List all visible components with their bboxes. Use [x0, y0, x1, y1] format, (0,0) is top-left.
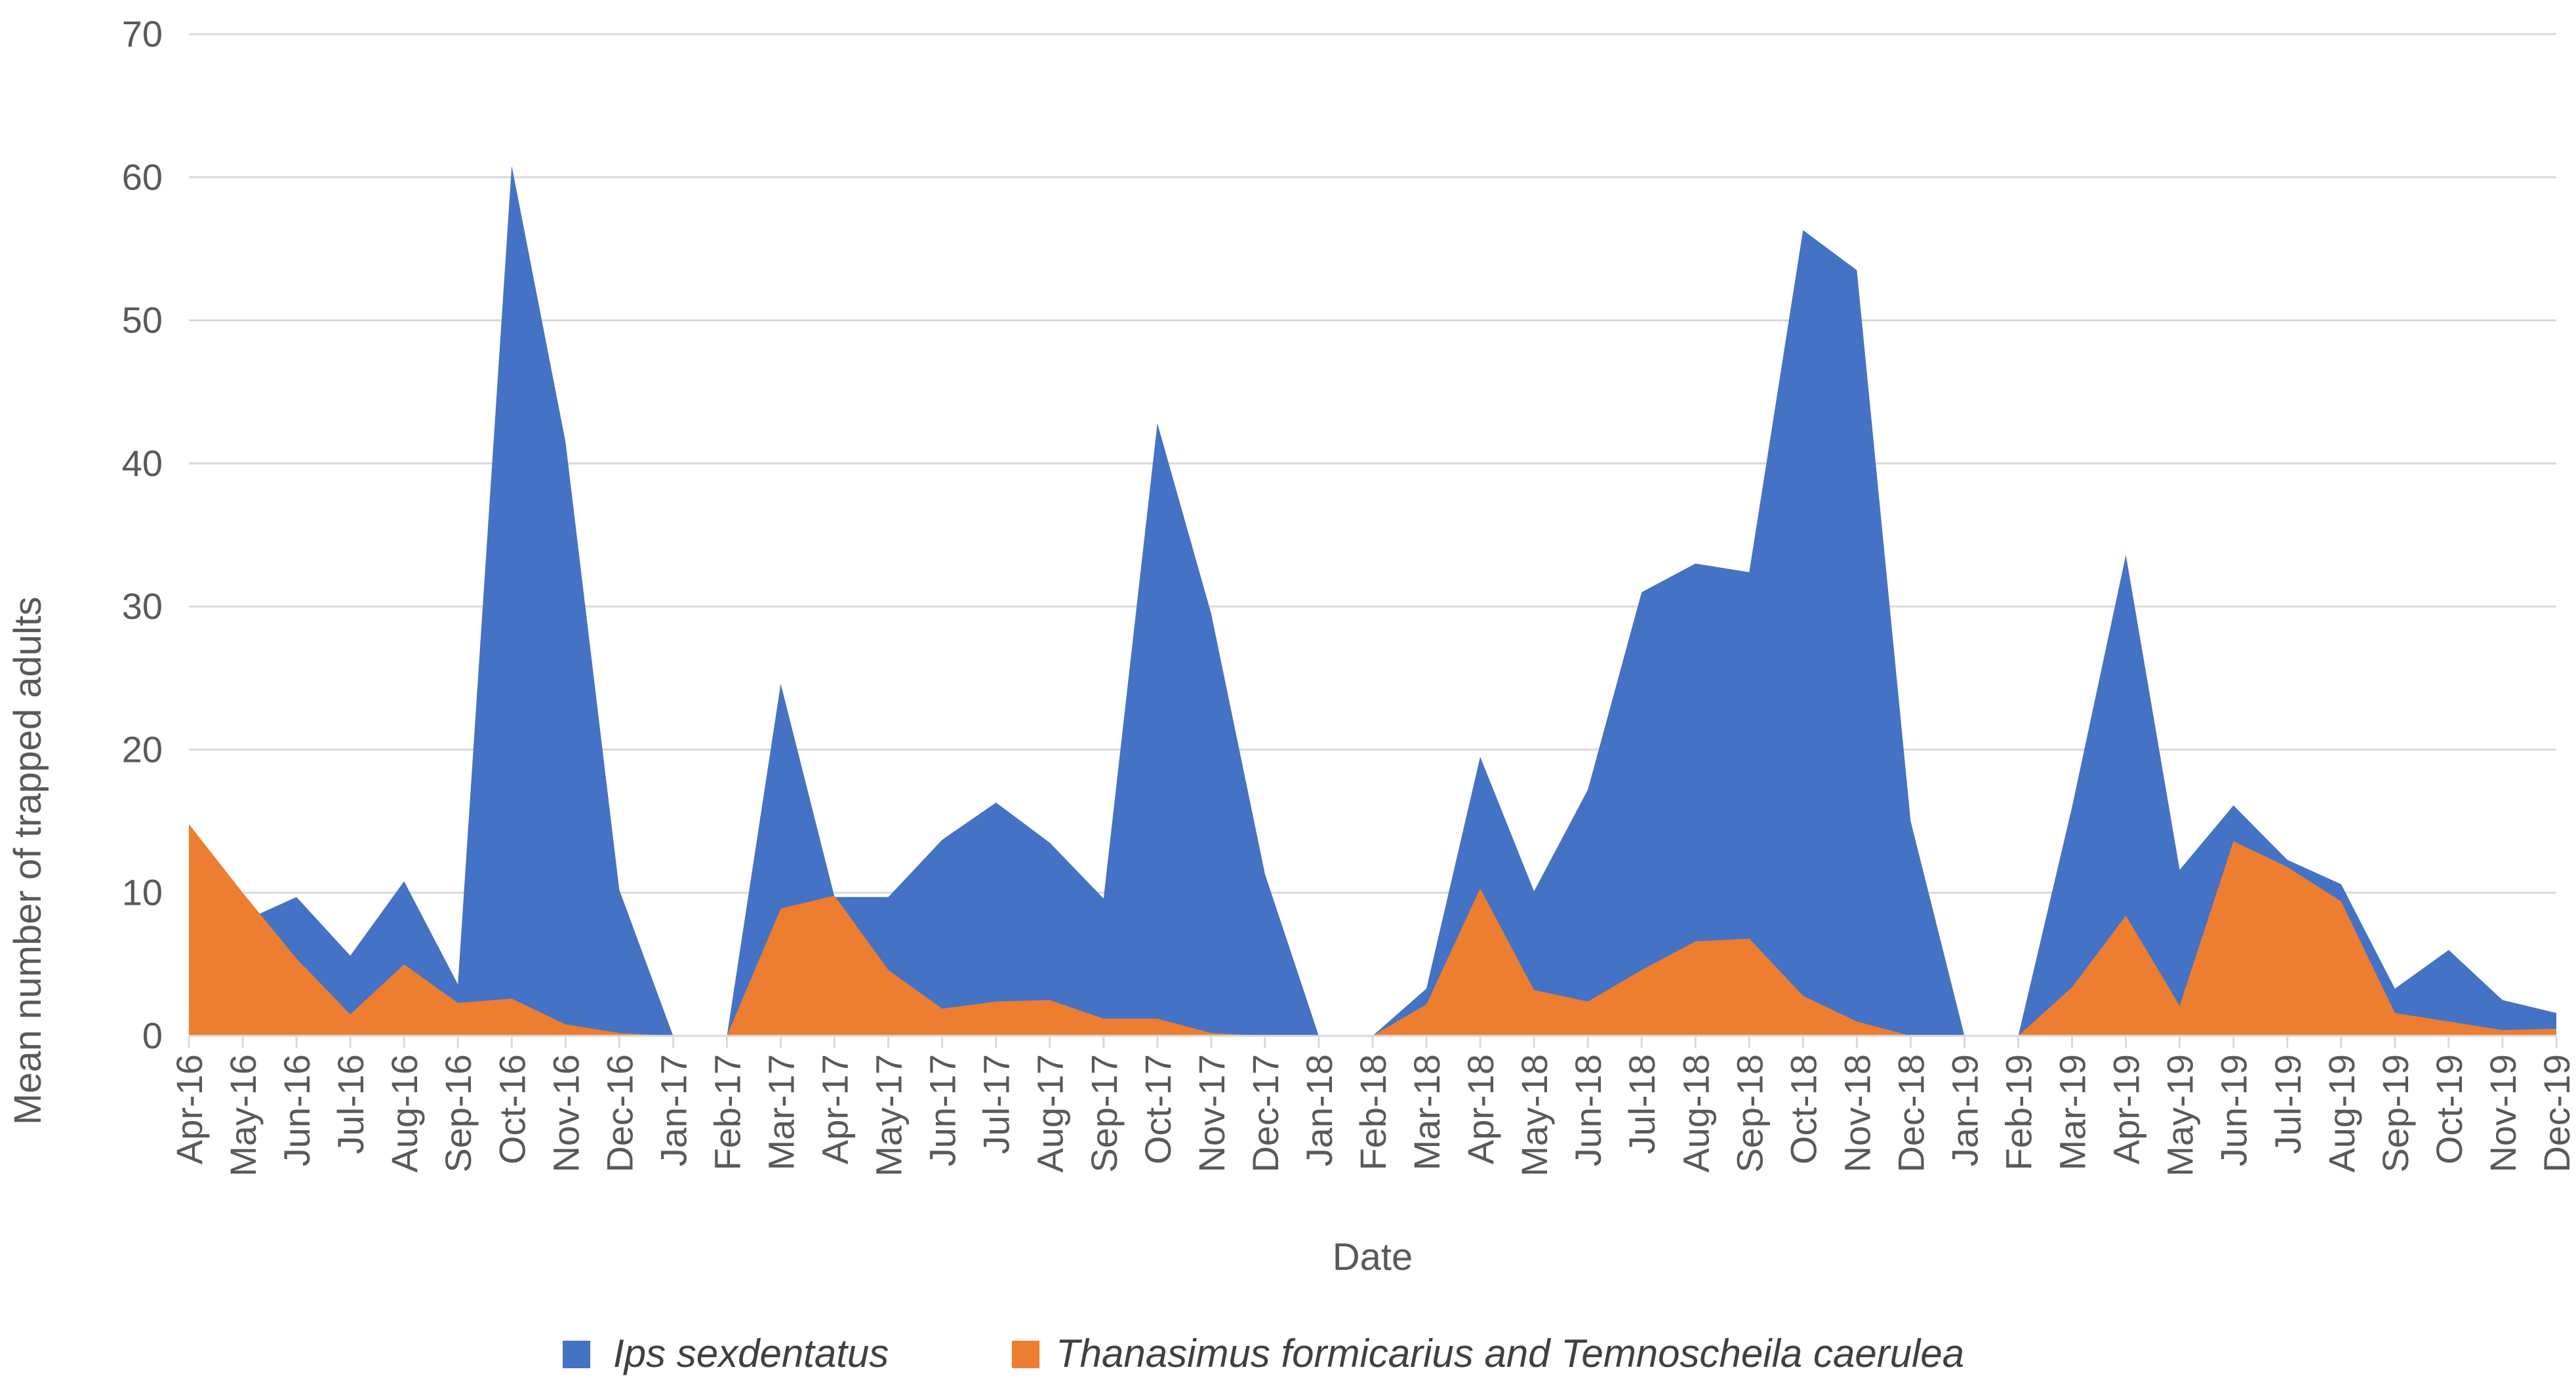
y-tick-label: 30: [122, 585, 163, 627]
y-tick-label: 20: [122, 728, 163, 770]
x-tick-label: Nov-19: [2482, 1054, 2524, 1173]
areas: [189, 165, 2557, 1036]
y-axis: 0 10 20 30 40 50 60 70: [122, 13, 163, 1056]
legend-label-thanasimus: Thanasimus formicarius and Temnoscheila …: [1056, 1332, 1964, 1375]
x-tick-label: Nov-17: [1191, 1054, 1232, 1173]
y-tick-label: 10: [122, 872, 163, 913]
x-axis: Apr-16 May-16 Jun-16 Jul-16 Aug-16 Sep-16 Oct-…: [169, 1036, 2576, 1177]
x-tick-label: Oct-19: [2428, 1054, 2470, 1164]
x-tick-label: Sep-19: [2375, 1054, 2416, 1173]
x-tick-label: Jan-18: [1298, 1054, 1340, 1166]
legend-label-ips-sexdentatus: Ips sexdentatus: [613, 1332, 889, 1375]
x-tick-label: Dec-16: [599, 1054, 640, 1173]
y-tick-label: 60: [122, 156, 163, 197]
x-tick-label: Jul-18: [1621, 1054, 1662, 1155]
legend: Ips sexdentatus Thanasimus formicarius a…: [563, 1332, 1964, 1375]
x-tick-label: Oct-17: [1137, 1054, 1178, 1164]
x-tick-label: Feb-19: [1998, 1054, 2040, 1170]
x-tick-label: Aug-19: [2321, 1054, 2362, 1173]
x-tick-label: May-17: [868, 1054, 910, 1177]
x-tick-label: Jun-18: [1567, 1054, 1609, 1166]
x-tick-label: Dec-19: [2536, 1054, 2576, 1173]
y-tick-label: 40: [122, 443, 163, 484]
x-tick-label: May-18: [1514, 1054, 1555, 1177]
x-tick-label: Aug-16: [384, 1054, 425, 1173]
x-tick-label: Jul-16: [330, 1054, 371, 1155]
x-tick-label: Oct-18: [1782, 1054, 1824, 1164]
x-tick-label: Sep-17: [1083, 1054, 1125, 1173]
x-tick-label: Aug-17: [1030, 1054, 1071, 1173]
legend-swatch-ips-sexdentatus: [563, 1341, 590, 1368]
x-tick-label: Jan-19: [1944, 1054, 1986, 1166]
x-tick-label: Apr-18: [1460, 1054, 1501, 1164]
y-tick-label: 70: [122, 13, 163, 54]
x-axis-title: Date: [1333, 1236, 1413, 1278]
x-tick-label: Mar-17: [761, 1054, 802, 1170]
x-tick-label: Feb-17: [706, 1054, 748, 1170]
x-tick-label: Feb-18: [1352, 1054, 1394, 1170]
x-tick-label: Oct-16: [491, 1054, 533, 1164]
x-tick-label: Jan-17: [653, 1054, 694, 1166]
x-tick-label: May-19: [2160, 1054, 2201, 1177]
x-tick-label: Jun-16: [276, 1054, 317, 1166]
x-tick-label: Jun-17: [922, 1054, 963, 1166]
y-tick-label: 0: [142, 1015, 163, 1056]
x-tick-label: Aug-18: [1675, 1054, 1716, 1173]
y-axis-title: Mean number of trapped adults: [7, 597, 49, 1125]
x-tick-label: Mar-18: [1406, 1054, 1447, 1170]
legend-swatch-thanasimus: [1012, 1341, 1039, 1368]
area-series-0: [243, 165, 2557, 1036]
x-tick-label: Apr-16: [169, 1054, 210, 1164]
x-tick-label: Nov-16: [545, 1054, 586, 1173]
x-tick-label: Jun-19: [2213, 1054, 2255, 1166]
x-tick-label: May-16: [222, 1054, 264, 1177]
x-tick-label: Apr-17: [815, 1054, 856, 1164]
x-tick-label: Dec-17: [1245, 1054, 1286, 1173]
x-tick-label: Jul-19: [2267, 1054, 2308, 1155]
x-tick-label: Sep-16: [437, 1054, 479, 1173]
x-tick-label: Dec-18: [1890, 1054, 1931, 1173]
x-tick-label: Apr-19: [2106, 1054, 2147, 1164]
y-tick-label: 50: [122, 300, 163, 341]
x-tick-label: Nov-18: [1836, 1054, 1878, 1173]
x-tick-label: Jul-17: [976, 1054, 1017, 1155]
x-tick-label: Sep-18: [1729, 1054, 1770, 1173]
x-tick-label: Mar-19: [2052, 1054, 2093, 1170]
area-series-1: [189, 823, 2556, 1036]
